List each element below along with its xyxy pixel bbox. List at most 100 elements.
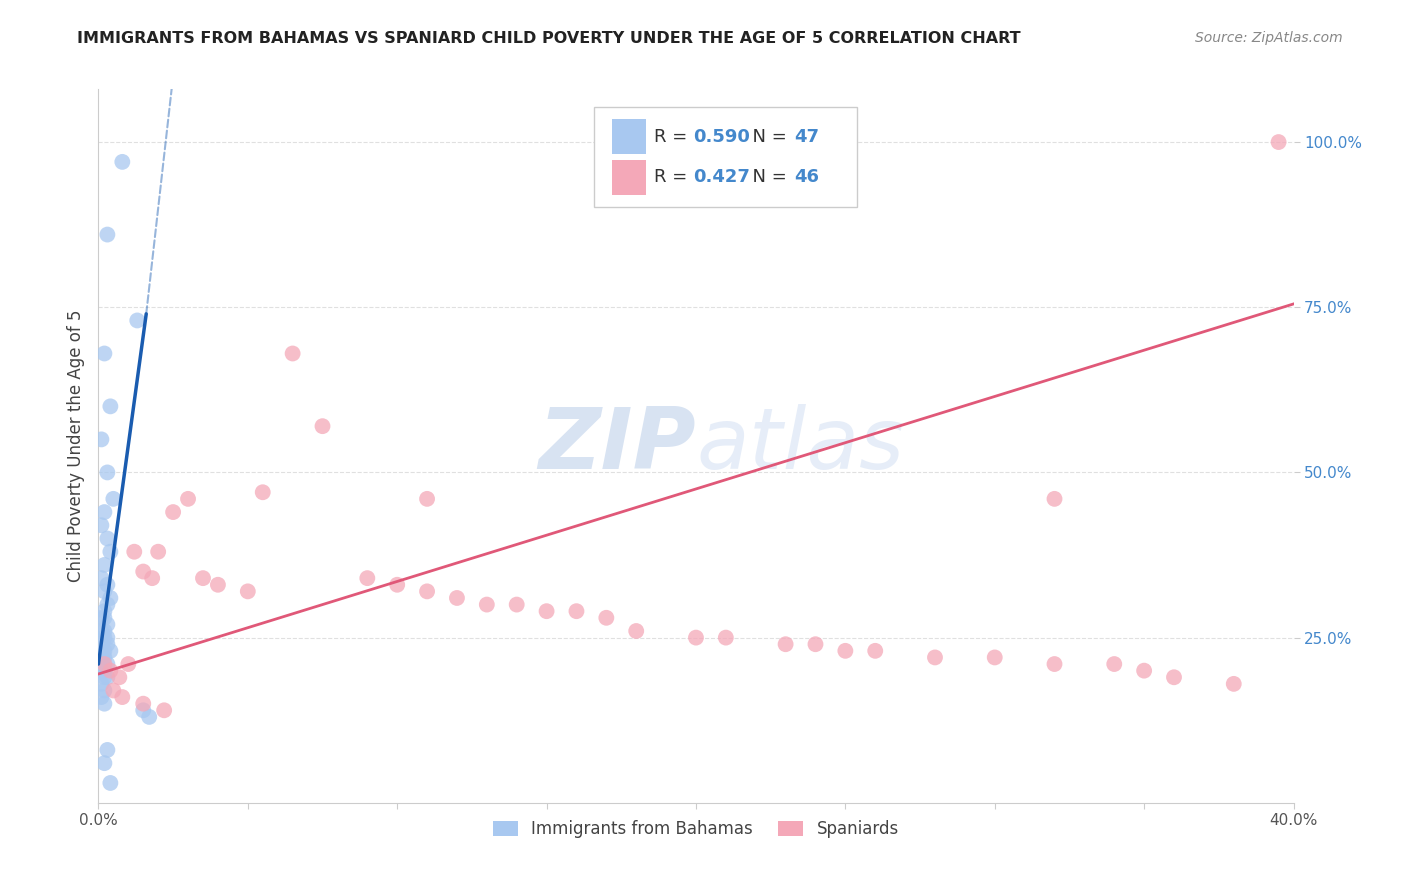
Point [177,491,200,506]
Point [775,637,797,651]
Point [714,631,737,645]
Point [98,644,122,658]
Text: Source: ZipAtlas.com: Source: ZipAtlas.com [1195,31,1343,45]
Point [93,584,115,599]
Text: 46: 46 [794,169,818,186]
Point [236,584,259,599]
Point [132,703,155,717]
Text: R =: R = [654,128,693,145]
Point [416,491,439,506]
Point [93,683,115,698]
Point [1043,657,1066,671]
Point [96,743,118,757]
Point [162,505,184,519]
Point [98,545,122,559]
Point [124,545,146,559]
Point [98,664,122,678]
Point [475,598,498,612]
Point [595,611,617,625]
Point [1163,670,1185,684]
FancyBboxPatch shape [595,107,858,207]
Point [90,637,112,651]
Point [103,683,125,698]
Legend: Immigrants from Bahamas, Spaniards: Immigrants from Bahamas, Spaniards [486,814,905,845]
Point [865,644,887,658]
Point [536,604,558,618]
Point [90,677,112,691]
Text: 0.590: 0.590 [693,128,751,145]
Point [191,571,214,585]
Point [804,637,827,651]
Point [207,578,229,592]
Point [565,604,588,618]
Point [138,710,160,724]
Point [111,154,134,169]
Point [90,433,112,447]
Point [356,571,378,585]
Point [1223,677,1246,691]
Text: ZIP: ZIP [538,404,696,488]
Point [1133,664,1156,678]
Point [108,670,131,684]
Point [96,532,118,546]
Point [385,578,409,592]
Point [93,604,115,618]
Point [93,664,115,678]
Point [96,670,118,684]
Point [1267,135,1289,149]
FancyBboxPatch shape [613,120,645,153]
Point [834,644,856,658]
Point [924,650,946,665]
Point [416,584,439,599]
Point [93,644,115,658]
Point [96,227,118,242]
Point [96,631,118,645]
Point [93,624,115,638]
Point [90,611,112,625]
Point [96,578,118,592]
Point [98,776,122,790]
Text: IMMIGRANTS FROM BAHAMAS VS SPANIARD CHILD POVERTY UNDER THE AGE OF 5 CORRELATION: IMMIGRANTS FROM BAHAMAS VS SPANIARD CHIL… [77,31,1021,46]
Point [90,657,112,671]
Point [98,591,122,605]
Point [96,466,118,480]
Point [93,611,115,625]
Point [93,631,115,645]
Point [103,491,125,506]
Point [1104,657,1126,671]
Point [141,571,163,585]
Text: atlas: atlas [696,404,904,488]
Point [311,419,333,434]
Point [1043,491,1066,506]
Point [96,617,118,632]
Point [90,571,112,585]
FancyBboxPatch shape [613,161,645,194]
Point [96,598,118,612]
Text: 0.427: 0.427 [693,169,751,186]
Point [446,591,468,605]
Point [90,650,112,665]
Point [93,670,115,684]
Point [984,650,1007,665]
Text: N =: N = [741,169,793,186]
Point [90,664,112,678]
Point [90,624,112,638]
Point [93,346,115,360]
Y-axis label: Child Poverty Under the Age of 5: Child Poverty Under the Age of 5 [66,310,84,582]
Point [96,637,118,651]
Point [90,518,112,533]
Text: 47: 47 [794,128,818,145]
Point [111,690,134,704]
Point [153,703,176,717]
Point [132,697,155,711]
Point [93,756,115,771]
Point [93,505,115,519]
Point [127,313,149,327]
Point [96,657,118,671]
Point [506,598,529,612]
Point [685,631,707,645]
Point [252,485,274,500]
Point [93,558,115,572]
Point [148,545,170,559]
Text: R =: R = [654,169,693,186]
